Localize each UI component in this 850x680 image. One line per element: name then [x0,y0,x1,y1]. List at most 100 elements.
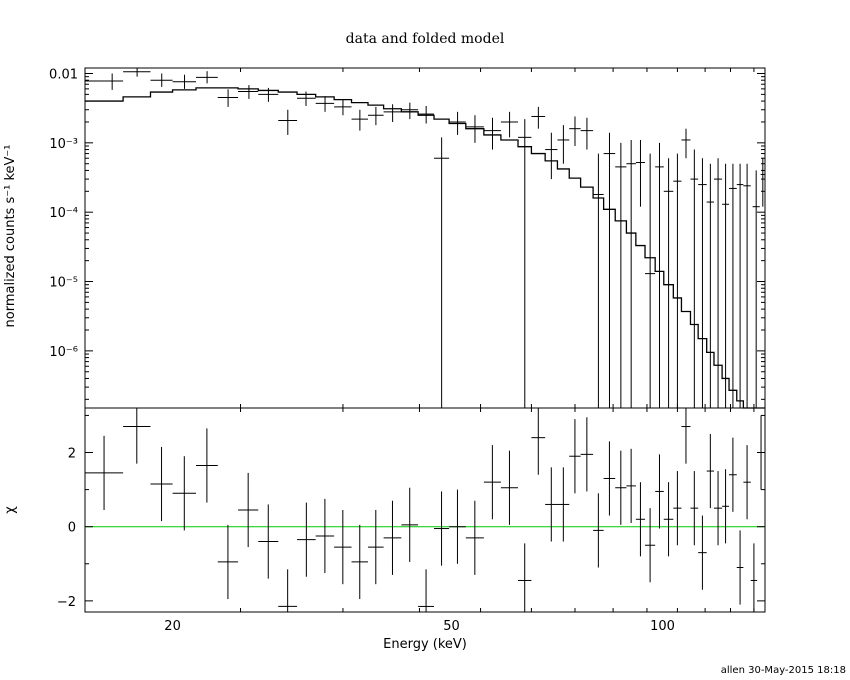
data-point [760,158,765,207]
residual-point [663,482,674,557]
residual-point [150,446,173,522]
model-step-line [85,87,765,409]
y-tick-label-upper: 10⁻⁶ [49,345,78,360]
data-point [545,132,558,180]
residual-point [743,445,751,520]
data-point [351,109,368,131]
data-point [196,71,218,84]
residual-point [315,498,335,574]
residual-point [500,450,519,525]
data-point [690,149,699,408]
residual-point [465,500,484,575]
residual-point [713,471,723,546]
data-point [593,153,604,408]
data-point [655,142,664,408]
data-point [729,163,737,408]
x-tick-label: 20 [164,619,181,634]
data-point [238,85,259,99]
data-point [150,73,173,87]
residual-point [729,437,737,512]
data-point [367,106,384,126]
footer-credit: allen 30-May-2015 18:18 [721,665,846,676]
data-point [722,163,730,408]
residual-point [690,471,699,546]
x-axis-label: Energy (keV) [383,637,467,652]
residual-point [278,569,298,612]
residual-point [418,569,434,612]
data-point [603,132,616,408]
residual-point [483,445,501,520]
data-point [626,139,636,408]
data-point [635,139,646,207]
residual-point [401,487,419,562]
y-tick-label-upper: 0.01 [49,67,78,82]
data-point [483,117,501,150]
data-point [557,125,570,164]
data-point [449,111,466,135]
data-points [85,68,765,408]
data-point [518,119,532,408]
data-point [531,106,546,129]
residual-point [518,543,532,612]
data-point [713,158,723,408]
data-point [334,99,352,116]
residual-point [593,493,604,568]
residual-point [383,500,402,575]
residual-point [626,448,636,523]
residual-point [238,472,259,548]
residual-point [635,482,646,557]
lower-panel-frame [84,407,766,613]
residual-point [645,508,656,583]
model-curve [85,87,765,409]
data-point [752,170,760,408]
residual-point [698,515,707,590]
upper-axis-ticks: 0.01 10⁻³ 10⁻⁴ 10⁻⁵ 10⁻⁶ [49,67,765,408]
residual-point [722,469,730,544]
residual-point [706,433,714,509]
data-point [85,73,124,90]
data-point [743,163,751,408]
x-tick-label: 100 [650,619,675,634]
chart-title: data and folded model [346,31,505,47]
residual-point [569,419,581,494]
y-tick-label-upper: 10⁻⁴ [49,206,78,221]
residual-point [297,502,316,577]
data-point [663,158,674,408]
residual-point [123,408,151,464]
data-point [736,163,744,408]
data-point [401,102,419,120]
y-tick-label-upper: 10⁻³ [49,137,78,152]
residual-point [367,510,384,585]
data-point [698,158,707,408]
residual-point [217,524,239,600]
data-point [297,91,316,106]
data-point [172,74,197,89]
data-point [258,87,279,102]
residual-point [557,467,570,542]
data-point [580,117,594,150]
data-point [315,96,335,112]
data-point [645,153,656,408]
residual-point [603,441,616,516]
residual-point [196,428,218,503]
data-point [123,68,151,77]
residual-point [433,491,450,566]
data-point [569,116,581,147]
data-point [706,163,714,408]
y-tick-label-lower: 2 [68,447,76,462]
data-point [615,142,627,408]
residual-point [757,415,765,490]
data-point [278,109,298,135]
residual-point [681,408,691,464]
residual-point [655,454,664,529]
residual-point [673,471,682,546]
residual-point [334,510,352,585]
residual-point [615,450,627,525]
residual-point [531,408,546,475]
residual-point [750,543,758,612]
y-tick-label-upper: 10⁻⁵ [49,276,78,291]
y-tick-label-lower: −2 [57,595,76,610]
residual-point [545,467,558,542]
